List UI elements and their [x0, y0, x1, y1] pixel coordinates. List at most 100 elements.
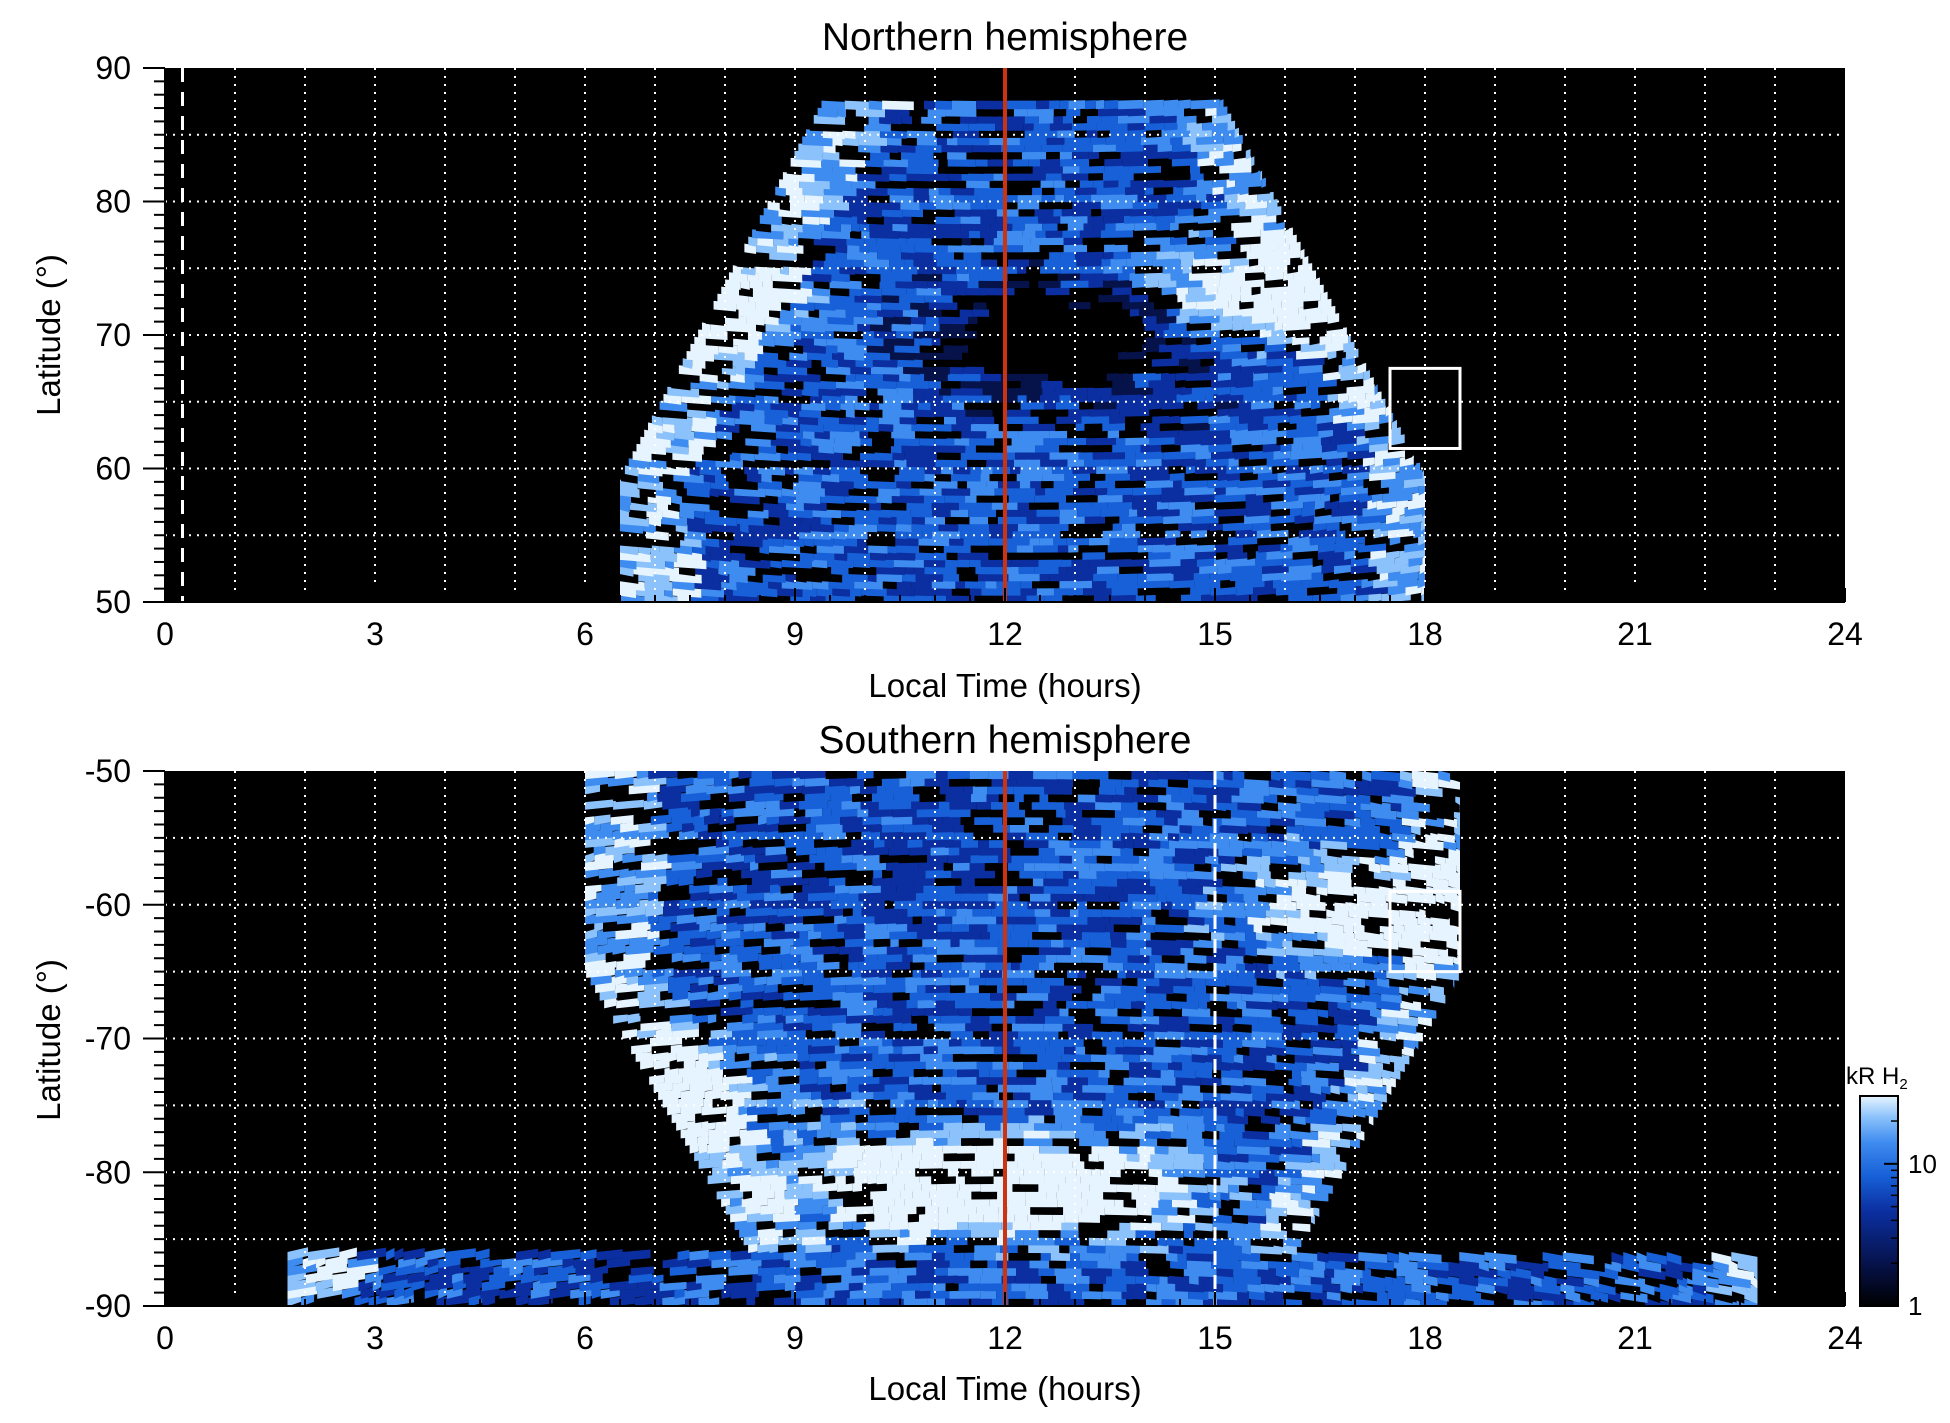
heatmap-cell	[1215, 1137, 1235, 1148]
heatmap-cell	[1156, 249, 1180, 260]
heatmap-cell	[988, 551, 999, 560]
heatmap-cell	[1128, 335, 1145, 346]
heatmap-cell	[966, 479, 987, 489]
heatmap-cell	[990, 358, 1006, 367]
heatmap-cell	[730, 1196, 742, 1208]
heatmap-cell	[1038, 415, 1057, 424]
heatmap-cell	[1007, 586, 1021, 596]
heatmap-cell	[961, 172, 994, 182]
heatmap-cell	[1168, 831, 1179, 842]
heatmap-cell	[1398, 938, 1421, 950]
heatmap-cell	[1234, 1015, 1259, 1026]
heatmap-cell	[1145, 278, 1159, 289]
heatmap-cell	[781, 215, 792, 226]
heatmap-cell	[394, 1286, 405, 1299]
heatmap-cell	[1328, 999, 1338, 1011]
heatmap-cell	[1137, 543, 1153, 553]
heatmap-cell	[1259, 1167, 1275, 1179]
heatmap-cell	[1191, 1045, 1208, 1056]
heatmap-cell	[1190, 892, 1208, 903]
heatmap-cell	[1170, 135, 1183, 146]
heatmap-cell	[539, 1271, 569, 1284]
heatmap-cell	[1008, 1252, 1041, 1261]
heatmap-cell	[1266, 1160, 1286, 1171]
heatmap-cell	[1233, 263, 1265, 274]
heatmap-cell	[979, 129, 1003, 139]
heatmap-cell	[1078, 479, 1096, 489]
heatmap-cell	[991, 1022, 1012, 1032]
heatmap-cell	[1051, 329, 1074, 339]
heatmap-cell	[838, 1227, 870, 1238]
heatmap-cell	[1336, 1114, 1369, 1126]
heatmap-cell	[1197, 1198, 1211, 1209]
heatmap-cell	[617, 913, 649, 925]
heatmap-cell	[1405, 584, 1422, 596]
heatmap-cell	[859, 243, 870, 254]
heatmap-cell	[701, 322, 711, 333]
heatmap-cell	[1300, 908, 1310, 919]
heatmap-cell	[884, 838, 894, 848]
heatmap-cell	[1174, 862, 1195, 872]
heatmap-cell	[926, 831, 955, 841]
heatmap-cell	[740, 998, 754, 1009]
heatmap-cell	[701, 1104, 727, 1116]
heatmap-cell	[1251, 313, 1278, 324]
heatmap-cell	[741, 868, 772, 879]
y-tick-label: 90	[95, 50, 131, 86]
heatmap-cell	[1401, 992, 1414, 1004]
heatmap-cell	[1092, 142, 1116, 153]
heatmap-cell	[1166, 1236, 1184, 1247]
heatmap-cell	[1206, 984, 1230, 995]
heatmap-cell	[937, 165, 969, 175]
heatmap-cell	[740, 522, 749, 533]
heatmap-cell	[785, 572, 796, 583]
heatmap-cell	[1255, 556, 1283, 567]
heatmap-cell	[1318, 1030, 1335, 1042]
heatmap-cell	[1032, 186, 1043, 196]
heatmap-cell	[1322, 1282, 1341, 1294]
heatmap-cell	[1251, 163, 1259, 174]
heatmap-cell	[951, 1075, 977, 1085]
heatmap-cell	[973, 300, 987, 310]
heatmap-cell	[1216, 1183, 1229, 1194]
heatmap-cell	[776, 1044, 809, 1055]
heatmap-cell	[1083, 586, 1112, 596]
heatmap-cell	[1268, 961, 1301, 972]
heatmap-cell	[1304, 969, 1317, 980]
heatmap-cell	[881, 207, 903, 218]
heatmap-cell	[1222, 342, 1242, 353]
heatmap-cell	[1114, 999, 1132, 1010]
heatmap-cell	[1256, 976, 1284, 988]
heatmap-cell	[906, 236, 932, 246]
heatmap-cell	[1076, 900, 1088, 910]
heatmap-cell	[964, 1251, 975, 1261]
heatmap-cell	[908, 1220, 939, 1231]
heatmap-cell	[876, 565, 906, 575]
heatmap-cell	[1135, 1274, 1160, 1285]
heatmap-cell	[912, 968, 922, 978]
heatmap-cell	[830, 286, 850, 297]
heatmap-cell	[1081, 1206, 1097, 1216]
heatmap-cell	[793, 937, 811, 948]
heatmap-cell	[876, 1174, 893, 1185]
heatmap-cell	[825, 343, 838, 354]
heatmap-cell	[1416, 1022, 1428, 1035]
heatmap-cell	[698, 1295, 720, 1306]
heatmap-cell	[849, 200, 869, 211]
heatmap-cell	[936, 945, 968, 955]
heatmap-cell	[1407, 498, 1425, 510]
heatmap-cell	[1007, 1206, 1031, 1215]
heatmap-cell	[1387, 900, 1420, 912]
heatmap-cell	[1216, 885, 1235, 896]
heatmap-cell	[1228, 535, 1258, 546]
heatmap-cell	[585, 859, 614, 871]
heatmap-cell	[1309, 334, 1320, 346]
heatmap-cell	[914, 243, 938, 253]
heatmap-cell	[890, 122, 907, 132]
heatmap-cell	[1085, 1045, 1107, 1055]
heatmap-cell	[1371, 1267, 1385, 1279]
heatmap-cell	[1010, 846, 1039, 856]
heatmap-cell	[771, 929, 800, 940]
heatmap-cell	[1054, 357, 1081, 367]
heatmap-cell	[1118, 328, 1132, 339]
